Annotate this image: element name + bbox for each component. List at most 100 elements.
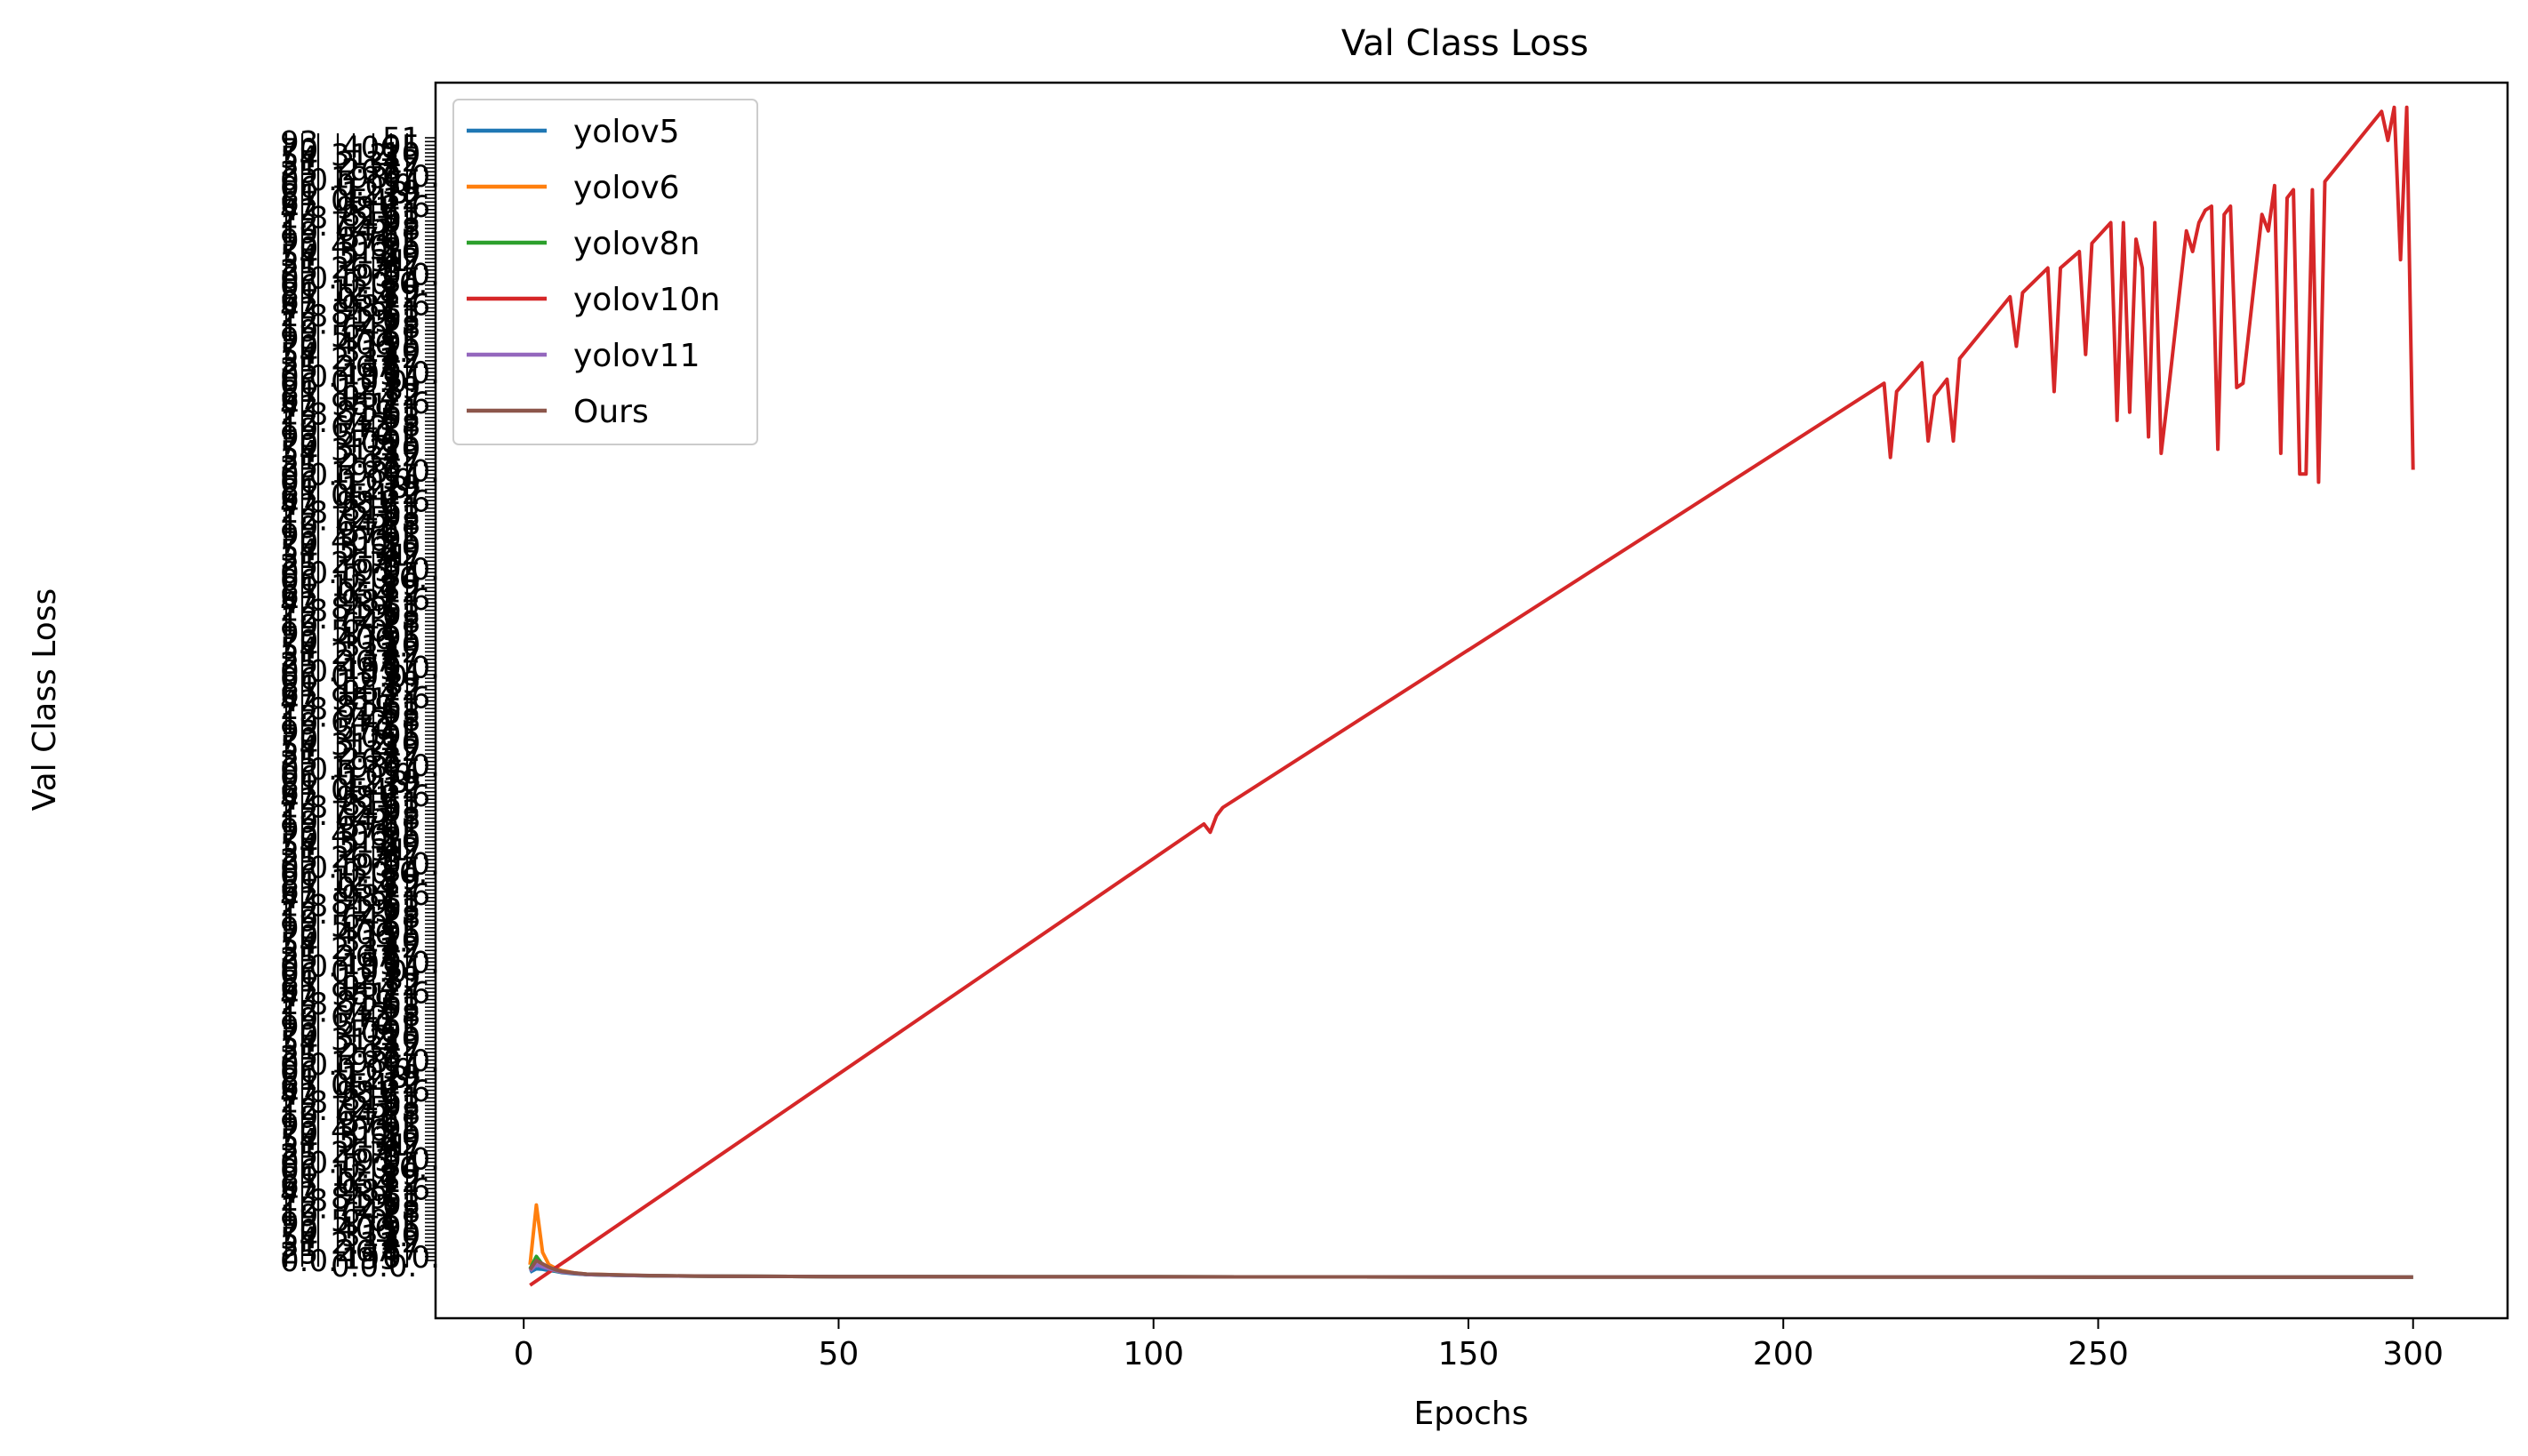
y-tick-glyph: 725 bbox=[336, 304, 394, 340]
y-tick-glyph: 406 bbox=[341, 425, 399, 460]
y-tick-glyph: 193 bbox=[341, 652, 399, 687]
y-tick-glyph: 312. bbox=[331, 727, 398, 763]
y-tick-glyph: 642 bbox=[331, 999, 388, 1035]
x-tick-label: 200 bbox=[1753, 1336, 1814, 1372]
y-tick-glyph: 054 bbox=[341, 380, 399, 415]
y-tick-glyph: 193 bbox=[341, 356, 399, 392]
y-tick-glyph: 267 bbox=[336, 1234, 394, 1269]
y-tick-glyph: 12. bbox=[280, 601, 328, 636]
y-tick-glyph: 51 bbox=[382, 908, 420, 943]
x-axis-ticks: 0 50 100 150 200 250 300 bbox=[514, 1318, 2444, 1372]
y-tick-glyph: 10 bbox=[382, 1020, 420, 1056]
y-tick-glyph: 2.8 bbox=[280, 1183, 328, 1219]
y-tick-glyph: 570 bbox=[336, 1007, 394, 1043]
y-tick-glyph: 12. bbox=[280, 404, 328, 440]
y-tick-glyph: 406 bbox=[331, 228, 388, 264]
y-tick-glyph: 193 bbox=[341, 1242, 399, 1277]
y-tick-glyph: 725 bbox=[341, 992, 399, 1028]
legend-label-Ours: Ours bbox=[573, 394, 649, 430]
plot-area bbox=[528, 105, 2415, 1287]
y-tick-glyph: 2.8 bbox=[280, 1084, 328, 1120]
y-tick-glyph: 10 bbox=[382, 530, 420, 565]
y-tick-glyph: 28 bbox=[382, 408, 420, 444]
y-tick-glyph: 12 bbox=[382, 378, 420, 413]
y-tick-glyph: 12 bbox=[382, 280, 420, 316]
y-tick-glyph: 819 bbox=[341, 1083, 399, 1118]
y-tick-glyph: 267 bbox=[331, 546, 388, 581]
y-tick-glyph: 570 bbox=[341, 220, 399, 256]
y-tick-glyph: 193 bbox=[336, 1143, 394, 1179]
y-tick-glyph: 12 bbox=[382, 772, 420, 807]
y-tick-glyph: 95 bbox=[382, 1013, 420, 1049]
y-tick-glyph: 03 bbox=[382, 794, 420, 829]
y-tick-glyph: 267 bbox=[336, 349, 394, 385]
x-tick-label: 150 bbox=[1438, 1336, 1500, 1372]
y-tick-glyph: 12. bbox=[280, 1191, 328, 1227]
y-tick-glyph: 87 bbox=[382, 348, 420, 383]
y-tick-glyph: 406 bbox=[336, 326, 394, 362]
y-tick-glyph: 12. bbox=[280, 306, 328, 341]
y-tick-glyph: 193 bbox=[336, 554, 394, 589]
y-tick-glyph: 0.0. bbox=[280, 260, 338, 296]
y-tick-glyph: 51 bbox=[382, 711, 420, 747]
y-tick-glyph: 0.0.0. bbox=[341, 561, 428, 596]
y-tick-glyph: 2.31 bbox=[341, 539, 409, 574]
y-tick-glyph: 12 bbox=[382, 869, 420, 905]
y-tick-glyph: 312. bbox=[331, 433, 398, 468]
y-tick-glyph: 51 bbox=[382, 515, 420, 550]
y-tick-glyph: 87 bbox=[382, 545, 420, 580]
y-tick-glyph: 34 bbox=[382, 854, 420, 890]
y-tick-glyph: 725 bbox=[336, 1188, 394, 1224]
y-tick-glyph: 12.8 bbox=[331, 274, 398, 309]
y-tick-glyph: 725 bbox=[341, 402, 399, 437]
y-tick-glyph: 570 bbox=[331, 614, 388, 650]
y-tick-glyph: 981 bbox=[331, 387, 388, 422]
y-tick-glyph: 12.8 bbox=[331, 1158, 398, 1194]
y-tick-glyph: 87 bbox=[382, 446, 420, 482]
y-tick-glyph: 61 bbox=[382, 1180, 420, 1215]
y-tick-glyph: 03 bbox=[382, 597, 420, 633]
y-tick-glyph: 642 bbox=[341, 606, 399, 642]
y-tick-glyph: 34 bbox=[382, 265, 420, 300]
y-tick-glyph: 981 bbox=[341, 584, 399, 620]
y-tick-glyph: 12. bbox=[280, 994, 328, 1029]
y-tick-glyph: 95 bbox=[382, 1210, 420, 1245]
y-tick-glyph: 642 bbox=[336, 508, 394, 544]
y-tick-glyph: 819 bbox=[341, 493, 399, 529]
y-tick-glyph: 267 bbox=[341, 448, 399, 484]
legend-label-yolov10n: yolov10n bbox=[573, 282, 720, 318]
legend-label-yolov5: yolov5 bbox=[573, 114, 680, 150]
y-tick-glyph: 34 bbox=[382, 756, 420, 792]
y-tick-glyph: 819 bbox=[336, 690, 394, 725]
y-tick-glyph: 95 bbox=[382, 1111, 420, 1147]
y-tick-glyph: 12.8 bbox=[341, 175, 409, 211]
y-tick-glyph: 0.0. bbox=[280, 1145, 338, 1180]
y-tick-glyph: 2.8 bbox=[280, 692, 328, 727]
y-tick-glyph: 0.0. bbox=[280, 948, 338, 984]
y-tick-glyph: 819 bbox=[331, 1181, 388, 1217]
y-tick-glyph: 61 bbox=[382, 884, 420, 920]
y-tick-glyph: 267 bbox=[336, 939, 394, 974]
y-tick-glyph: 312. bbox=[341, 1219, 409, 1254]
y-tick-glyph: 0.0. bbox=[280, 654, 338, 690]
y-tick-glyph: 570 bbox=[331, 319, 388, 355]
y-tick-glyph: 61 bbox=[382, 492, 420, 527]
y-tick-glyph: 642 bbox=[341, 1196, 399, 1232]
y-tick-glyph: 95 bbox=[382, 620, 420, 656]
y-tick-glyph: 34 bbox=[382, 953, 420, 988]
y-tick-glyph: 267 bbox=[341, 1037, 399, 1073]
y-tick-glyph: 0.0.0. bbox=[341, 266, 428, 301]
y-tick-glyph: 12 bbox=[382, 1066, 420, 1101]
y-tick-glyph: 87 bbox=[382, 839, 420, 875]
y-tick-glyph: 28 bbox=[382, 998, 420, 1034]
y-tick-glyph: 0.0.0. bbox=[336, 463, 422, 499]
y-tick-glyph: 054 bbox=[341, 675, 399, 710]
y-tick-glyph: 0.0. bbox=[280, 1047, 338, 1083]
y-tick-glyph: 193 bbox=[331, 455, 388, 491]
y-tick-glyph: 312. bbox=[331, 138, 398, 173]
y-tick-glyph: 406 bbox=[341, 1014, 399, 1050]
y-tick-glyph: 87 bbox=[382, 151, 420, 187]
y-tick-glyph: 0.0. bbox=[280, 359, 338, 395]
